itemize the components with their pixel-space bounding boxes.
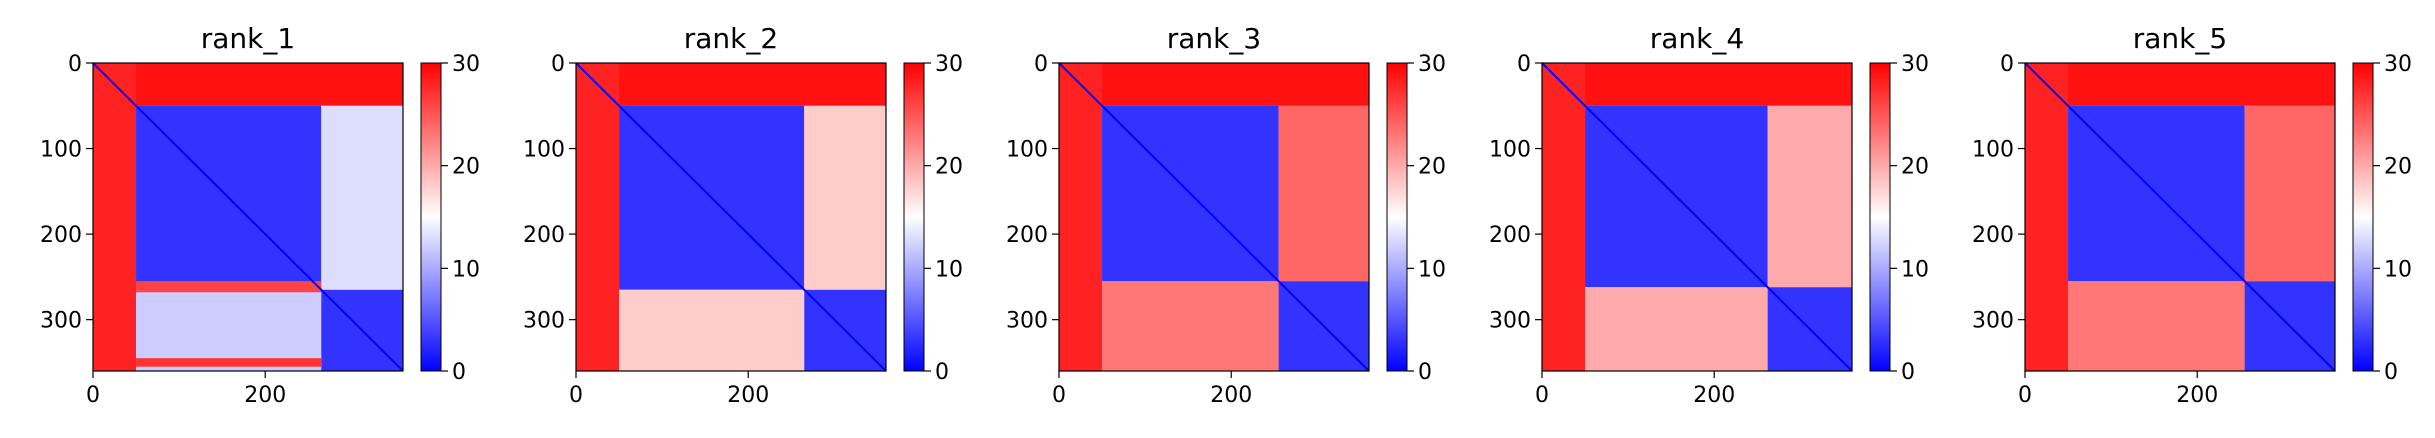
heatmap-panel: rank_3 0 100 200 300 0 200 0 10 20 30 xyxy=(1006,22,1446,408)
colorbar-tick-label: 30 xyxy=(2384,52,2412,77)
y-tick-label: 100 xyxy=(40,138,82,163)
heatmap-block xyxy=(1059,63,1369,106)
heatmap-block xyxy=(93,63,403,106)
colorbar-tick-label: 30 xyxy=(452,52,480,77)
y-tick-label: 200 xyxy=(1489,223,1531,248)
y-tick-label: 0 xyxy=(1034,52,1048,77)
colorbar-tick-label: 20 xyxy=(2384,155,2412,180)
heatmap-block xyxy=(1767,105,1852,288)
colorbar xyxy=(903,62,925,372)
colorbar xyxy=(1386,62,1408,372)
heatmap-block xyxy=(321,105,403,290)
chart-title: rank_4 xyxy=(1650,22,1744,55)
x-tick-label: 200 xyxy=(244,383,286,408)
heatmap-block xyxy=(619,289,805,371)
chart-title: rank_1 xyxy=(201,22,295,55)
colorbar-tick-label: 20 xyxy=(1418,155,1446,180)
colorbar-tick-label: 20 xyxy=(1901,155,1929,180)
heatmap-diagonal xyxy=(1058,62,1370,372)
chart-title: rank_2 xyxy=(684,22,778,55)
heatmap-panel: rank_5 0 100 200 300 0 200 0 10 20 30 xyxy=(1972,22,2412,408)
colorbar-tick-label: 0 xyxy=(452,360,466,385)
y-tick-label: 300 xyxy=(1972,309,2014,334)
heatmap-panel: rank_4 0 100 200 300 0 200 0 10 20 30 xyxy=(1489,22,1929,408)
plot-frame xyxy=(575,62,887,372)
y-tick-label: 100 xyxy=(523,138,565,163)
heatmap-block xyxy=(136,281,322,293)
y-tick-label: 100 xyxy=(1489,138,1531,163)
colorbar-tick-label: 30 xyxy=(935,52,963,77)
heatmap-block xyxy=(2244,105,2335,282)
heatmap-block xyxy=(804,105,886,290)
heatmap-block xyxy=(576,63,620,371)
heatmap-block xyxy=(1102,281,1279,371)
colorbar-tick-label: 0 xyxy=(1418,360,1432,385)
heatmap-block xyxy=(2025,63,2069,371)
colorbar-tick-label: 10 xyxy=(935,257,963,282)
heatmap-block xyxy=(2025,63,2335,106)
x-tick-label: 200 xyxy=(1210,383,1252,408)
x-tick-label: 200 xyxy=(2176,383,2218,408)
colorbar xyxy=(1869,62,1891,372)
heatmap-block xyxy=(1542,63,1586,371)
colorbar xyxy=(420,62,442,372)
x-tick-label: 0 xyxy=(569,383,583,408)
colorbar-tick-label: 10 xyxy=(2384,257,2412,282)
y-tick-label: 300 xyxy=(523,309,565,334)
y-tick-label: 100 xyxy=(1006,138,1048,163)
colorbar-tick-label: 20 xyxy=(935,155,963,180)
plot-frame xyxy=(92,62,404,372)
x-tick-label: 200 xyxy=(727,383,769,408)
colorbar-tick-label: 20 xyxy=(452,155,480,180)
heatmap-block xyxy=(93,63,137,371)
y-tick-label: 300 xyxy=(1489,309,1531,334)
heatmap-block xyxy=(576,63,886,106)
colorbar-tick-label: 10 xyxy=(1418,257,1446,282)
heatmap-block xyxy=(1585,287,1768,371)
heatmap-diagonal xyxy=(575,62,887,372)
y-tick-label: 200 xyxy=(523,223,565,248)
heatmap-block xyxy=(136,289,322,371)
x-tick-label: 200 xyxy=(1693,383,1735,408)
chart-title: rank_5 xyxy=(2133,22,2227,55)
heatmap-panel: rank_2 0 100 200 300 0 200 0 10 20 30 xyxy=(523,22,963,408)
y-tick-label: 0 xyxy=(2000,52,2014,77)
colorbar xyxy=(2352,62,2374,372)
heatmap-block xyxy=(136,358,322,367)
heatmap-block xyxy=(1278,105,1369,282)
y-tick-label: 0 xyxy=(68,52,82,77)
x-tick-label: 0 xyxy=(1052,383,1066,408)
x-tick-label: 0 xyxy=(1535,383,1549,408)
colorbar-tick-label: 30 xyxy=(1418,52,1446,77)
heatmap-diagonal xyxy=(2024,62,2336,372)
colorbar-tick-label: 30 xyxy=(1901,52,1929,77)
x-tick-label: 0 xyxy=(2018,383,2032,408)
y-tick-label: 300 xyxy=(40,309,82,334)
heatmap-diagonal xyxy=(92,62,404,372)
plot-frame xyxy=(2024,62,2336,372)
y-tick-label: 0 xyxy=(1517,52,1531,77)
heatmap-panel: rank_1 0 100 200 300 0 200 0 10 20 30 xyxy=(40,22,480,408)
chart-title: rank_3 xyxy=(1167,22,1261,55)
heatmap-block xyxy=(1542,63,1852,106)
y-tick-label: 0 xyxy=(551,52,565,77)
heatmap-diagonal xyxy=(1541,62,1853,372)
x-tick-label: 0 xyxy=(86,383,100,408)
heatmap-block xyxy=(2068,281,2245,371)
y-tick-label: 300 xyxy=(1006,309,1048,334)
colorbar-tick-label: 10 xyxy=(452,257,480,282)
y-tick-label: 200 xyxy=(40,223,82,248)
plot-frame xyxy=(1541,62,1853,372)
y-tick-label: 200 xyxy=(1006,223,1048,248)
colorbar-tick-label: 0 xyxy=(1901,360,1915,385)
y-tick-label: 100 xyxy=(1972,138,2014,163)
heatmap-block xyxy=(1059,63,1103,371)
colorbar-tick-label: 0 xyxy=(935,360,949,385)
colorbar-tick-label: 10 xyxy=(1901,257,1929,282)
colorbar-tick-label: 0 xyxy=(2384,360,2398,385)
plot-frame xyxy=(1058,62,1370,372)
y-tick-label: 200 xyxy=(1972,223,2014,248)
